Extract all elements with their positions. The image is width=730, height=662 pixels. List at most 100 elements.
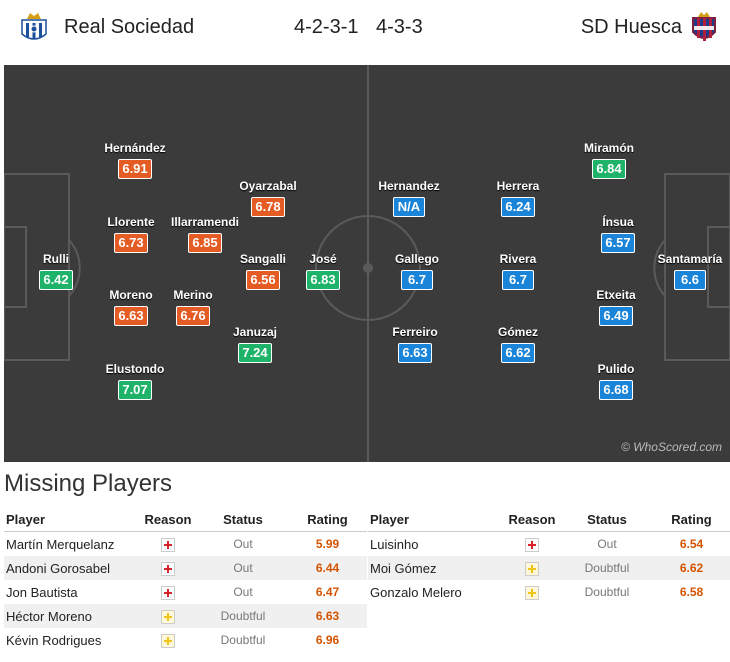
real-sociedad-crest-icon[interactable] [18,10,50,46]
away-player[interactable]: Gallego 6.7 [377,252,457,290]
player-name[interactable]: Merino [173,288,213,302]
column-header-player[interactable]: Player [6,512,46,527]
reason-cell [138,608,198,624]
table-row: Kévin Rodrigues Doubtful 6.96 [4,628,367,652]
away-formation: 4-3-3 [376,16,423,38]
player-rating: 6.73 [114,233,148,253]
status-cell: Doubtful [220,609,266,623]
player-rating: 6.7 [502,270,534,290]
status-cell: Doubtful [220,633,266,647]
reason-cell [138,632,198,648]
table-header: Player Reason Status Rating [368,508,730,532]
player-name[interactable]: Gallego [394,252,439,266]
player-rating: 6.62 [501,343,535,363]
home-player[interactable]: Oyarzabal 6.78 [228,179,308,217]
player-name[interactable]: Santamaría [657,252,723,266]
player-name[interactable]: Illarramendi [170,215,240,229]
column-header-reason[interactable]: Reason [144,512,192,527]
player-rating: 6.57 [601,233,635,253]
player-name[interactable]: Moreno [109,288,153,302]
doubtful-icon[interactable] [161,633,175,648]
home-player[interactable]: Merino 6.76 [153,288,233,326]
match-header: Real Sociedad 4-2-3-1 4-3-3 SD Huesca [0,0,730,62]
away-player[interactable]: Gómez 6.62 [478,325,558,363]
home-player[interactable]: Sangalli 6.56 [223,252,303,290]
home-player[interactable]: Llorente 6.73 [91,215,171,253]
player-name[interactable]: Gómez [497,325,538,339]
column-header-rating[interactable]: Rating [307,512,348,527]
doubtful-icon[interactable] [525,561,539,576]
status-cell: Out [597,537,617,551]
injury-icon[interactable] [161,585,175,600]
home-team-name[interactable]: Real Sociedad [64,16,195,38]
missing-player-name[interactable]: Andoni Gorosabel [6,560,111,576]
away-player[interactable]: Miramón 6.84 [569,141,649,179]
player-name[interactable]: Hernández [104,141,166,155]
injury-icon[interactable] [525,537,539,552]
home-player[interactable]: José 6.83 [283,252,363,290]
away-team-name[interactable]: SD Huesca [580,16,682,38]
away-player[interactable]: Etxeita 6.49 [576,288,656,326]
away-player[interactable]: Rivera 6.7 [478,252,558,290]
missing-player-name[interactable]: Moi Gómez [370,560,437,576]
player-rating: 6.84 [592,159,626,179]
player-rating: 6.78 [251,197,285,217]
home-player[interactable]: Moreno 6.63 [91,288,171,326]
table-row: Andoni Gorosabel Out 6.44 [4,556,367,580]
missing-player-name[interactable]: Héctor Moreno [6,608,92,624]
away-player[interactable]: Herrera 6.24 [478,179,558,217]
doubtful-icon[interactable] [161,609,175,624]
column-header-player[interactable]: Player [370,512,410,527]
reason-cell [138,584,198,600]
player-name[interactable]: Ínsua [602,215,634,229]
away-player[interactable]: Ferreiro 6.63 [375,325,455,363]
player-name[interactable]: Oyarzabal [239,179,297,193]
sd-huesca-crest-icon[interactable] [688,10,720,46]
injury-icon[interactable] [161,561,175,576]
doubtful-icon[interactable] [525,585,539,600]
reason-cell [502,584,562,600]
column-header-status[interactable]: Status [587,512,627,527]
reason-cell [502,536,562,552]
player-name[interactable]: José [309,252,337,266]
away-player[interactable]: Santamaría 6.6 [650,252,730,290]
missing-player-name[interactable]: Martín Merquelanz [6,536,115,552]
player-rating: 6.24 [501,197,535,217]
player-name[interactable]: Herrera [496,179,540,193]
player-name[interactable]: Ferreiro [392,325,438,339]
rating-cell: 6.58 [679,585,704,599]
home-player[interactable]: Illarramendi 6.85 [165,215,245,253]
player-rating: 6.42 [39,270,73,290]
missing-player-name[interactable]: Luisinho [370,536,419,552]
player-name[interactable]: Rulli [43,252,69,266]
table-row: Héctor Moreno Doubtful 6.63 [4,604,367,628]
player-name[interactable]: Miramón [583,141,634,155]
missing-players-title: Missing Players [4,470,173,497]
player-name[interactable]: Etxeita [596,288,636,302]
home-missing-table: Player Reason Status Rating Martín Merqu… [4,508,367,652]
player-name[interactable]: Llorente [107,215,155,229]
missing-player-name[interactable]: Jon Bautista [6,584,78,600]
column-header-reason[interactable]: Reason [508,512,556,527]
player-name[interactable]: Hernandez [378,179,440,193]
player-name[interactable]: Pulido [597,362,635,376]
away-player[interactable]: Pulido 6.68 [576,362,656,400]
home-player[interactable]: Hernández 6.91 [95,141,175,179]
column-header-rating[interactable]: Rating [671,512,712,527]
player-rating: 6.6 [674,270,706,290]
column-header-status[interactable]: Status [223,512,263,527]
home-player[interactable]: Elustondo 7.07 [95,362,175,400]
missing-player-name[interactable]: Kévin Rodrigues [6,632,102,648]
away-player[interactable]: Ínsua 6.57 [578,215,658,253]
player-rating: 6.49 [599,306,633,326]
missing-player-name[interactable]: Gonzalo Melero [370,584,462,600]
player-name[interactable]: Rivera [499,252,537,266]
home-player[interactable]: Januzaj 7.24 [215,325,295,363]
player-name[interactable]: Januzaj [232,325,277,339]
injury-icon[interactable] [161,537,175,552]
away-player[interactable]: Hernandez N/A [369,179,449,217]
player-name[interactable]: Sangalli [239,252,286,266]
player-name[interactable]: Elustondo [105,362,165,376]
home-player[interactable]: Rulli 6.42 [16,252,96,290]
pitch-markings [4,65,730,462]
